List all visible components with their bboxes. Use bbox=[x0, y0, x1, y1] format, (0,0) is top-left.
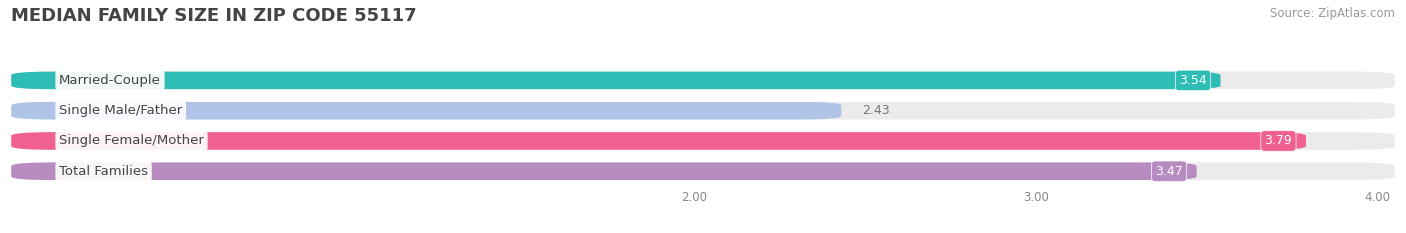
FancyBboxPatch shape bbox=[11, 72, 1220, 89]
FancyBboxPatch shape bbox=[11, 132, 1306, 150]
Text: Total Families: Total Families bbox=[59, 165, 148, 178]
FancyBboxPatch shape bbox=[11, 162, 1197, 180]
Text: 3.79: 3.79 bbox=[1264, 134, 1292, 147]
FancyBboxPatch shape bbox=[11, 132, 1395, 150]
Text: Single Female/Mother: Single Female/Mother bbox=[59, 134, 204, 147]
Text: Single Male/Father: Single Male/Father bbox=[59, 104, 183, 117]
FancyBboxPatch shape bbox=[11, 72, 1395, 89]
Text: Married-Couple: Married-Couple bbox=[59, 74, 160, 87]
Text: Source: ZipAtlas.com: Source: ZipAtlas.com bbox=[1270, 7, 1395, 20]
FancyBboxPatch shape bbox=[11, 162, 1395, 180]
Text: 2.43: 2.43 bbox=[862, 104, 890, 117]
Text: 3.54: 3.54 bbox=[1180, 74, 1206, 87]
FancyBboxPatch shape bbox=[11, 102, 1395, 120]
FancyBboxPatch shape bbox=[11, 102, 841, 120]
Text: 3.47: 3.47 bbox=[1156, 165, 1182, 178]
Text: MEDIAN FAMILY SIZE IN ZIP CODE 55117: MEDIAN FAMILY SIZE IN ZIP CODE 55117 bbox=[11, 7, 416, 25]
